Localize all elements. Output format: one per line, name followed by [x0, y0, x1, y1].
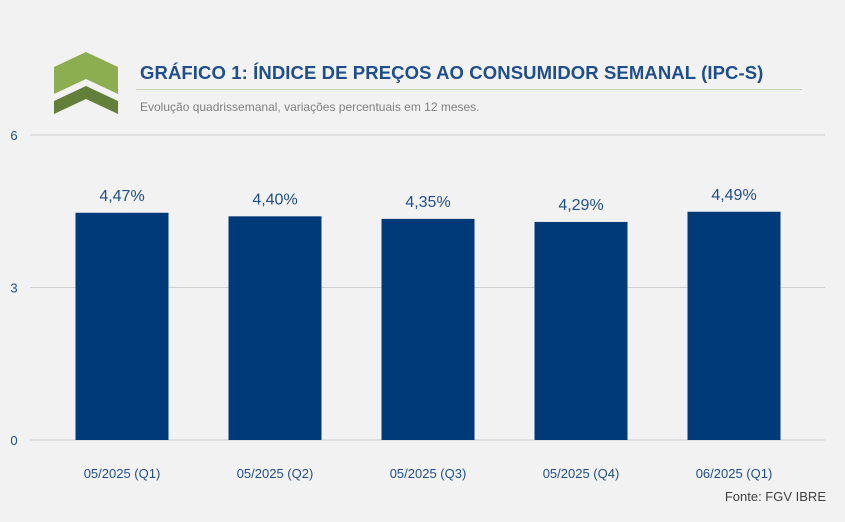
- data-label: 4,29%: [558, 197, 603, 214]
- x-tick-label: 05/2025 (Q4): [543, 466, 620, 481]
- logo-dark-chevron: [54, 86, 118, 114]
- bar: [381, 218, 475, 440]
- data-label: 4,49%: [711, 187, 756, 204]
- data-label: 4,47%: [99, 188, 144, 205]
- y-tick-label: 0: [10, 433, 17, 448]
- chart-title: GRÁFICO 1: ÍNDICE DE PREÇOS AO CONSUMIDO…: [140, 62, 764, 83]
- data-label: 4,40%: [252, 191, 297, 208]
- bar: [228, 216, 322, 440]
- y-tick-label: 6: [10, 128, 17, 143]
- bar: [534, 221, 628, 440]
- bar: [687, 211, 781, 440]
- logo-light-chevron: [54, 52, 118, 94]
- source-note: Fonte: FGV IBRE: [724, 489, 826, 504]
- x-tick-label: 05/2025 (Q2): [237, 466, 314, 481]
- title-divider: [136, 89, 802, 90]
- data-label: 4,35%: [405, 194, 450, 211]
- chevron-up-logo-icon: [54, 52, 118, 114]
- bar: [75, 212, 169, 440]
- chart-subtitle: Evolução quadrissemanal, variações perce…: [140, 100, 480, 114]
- y-tick-label: 3: [10, 281, 17, 296]
- x-tick-label: 06/2025 (Q1): [696, 466, 773, 481]
- x-tick-label: 05/2025 (Q3): [390, 466, 467, 481]
- x-tick-label: 05/2025 (Q1): [84, 466, 161, 481]
